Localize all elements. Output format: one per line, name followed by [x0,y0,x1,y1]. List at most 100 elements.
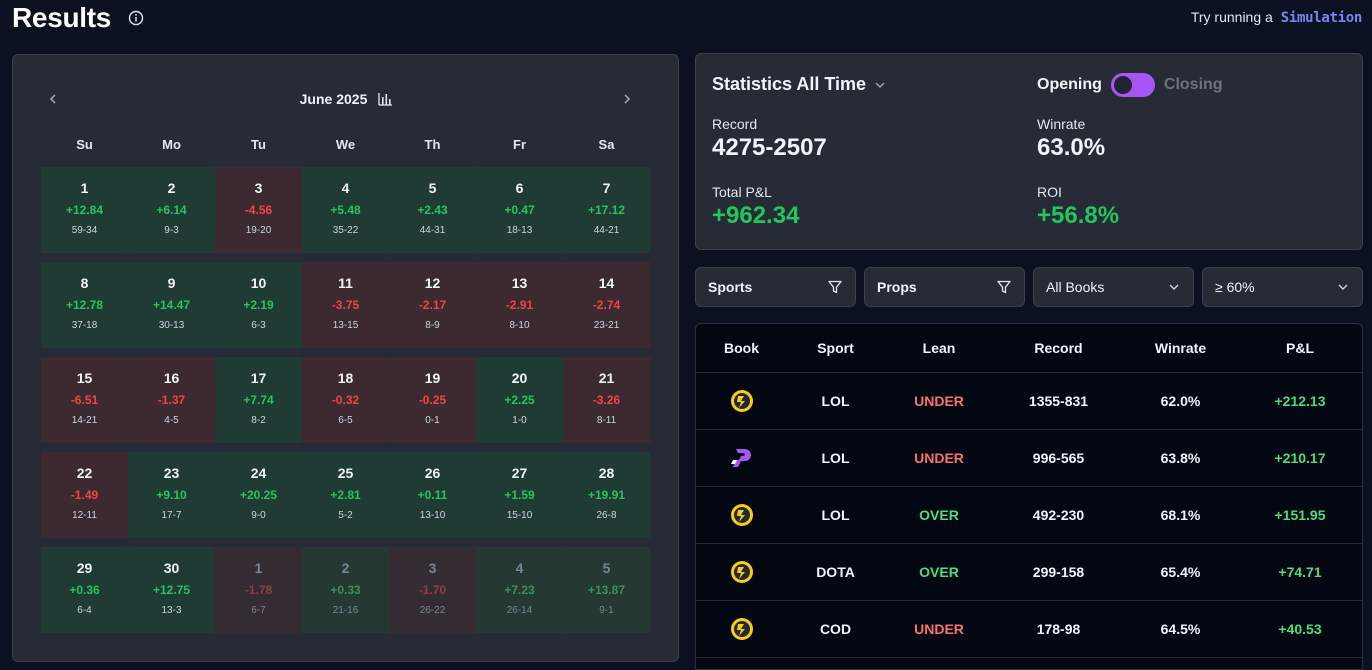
calendar-day-cell[interactable]: 5 +2.43 44-31 [389,167,476,253]
opening-closing-toggle[interactable] [1110,73,1155,97]
calendar-day-cell[interactable]: 29 +0.36 6-4 [41,547,128,633]
table-row[interactable]: DOTA OVER 299-158 65.4% +74.71 [696,544,1362,601]
winrate-threshold-value: ≥ 60% [1215,279,1255,295]
day-record: 21-16 [332,605,359,616]
calendar-day-cell[interactable]: 23 +9.10 17-7 [128,452,215,538]
day-record: 30-13 [158,320,185,331]
sport-cell: LOL [821,507,850,523]
table-row[interactable]: LOL UNDER 1355-831 62.0% +212.13 [696,373,1362,430]
chevron-right-icon[interactable] [617,89,637,109]
calendar-day-cell[interactable]: 20 +2.25 1-0 [476,357,563,443]
calendar-day-cell[interactable]: 7 +17.12 44-21 [563,167,650,253]
calendar-day-cell[interactable]: 17 +7.74 8-2 [215,357,302,443]
table-row[interactable]: COD UNDER 178-98 64.5% +40.53 [696,601,1362,658]
books-select[interactable]: All Books [1033,267,1194,307]
calendar-day-cell[interactable]: 5 +13.87 9-1 [563,547,650,633]
day-number: 22 [76,465,93,481]
calendar-day-cell[interactable]: 2 +6.14 9-3 [128,167,215,253]
column-header-record[interactable]: Record [1034,340,1083,356]
lean-cell: OVER [919,564,959,580]
total-pl-stat: Total P&L +962.34 [712,184,799,230]
calendar-day-cell[interactable]: 8 +12.78 37-18 [41,262,128,348]
day-profit-loss: +0.33 [330,583,361,597]
day-number: 16 [163,370,180,386]
total-pl-label: Total P&L [712,184,772,200]
calendar-day-cell[interactable]: 9 +14.47 30-13 [128,262,215,348]
calendar-day-cell[interactable]: 16 -1.37 4-5 [128,357,215,443]
day-number: 13 [511,275,528,291]
calendar-day-cell[interactable]: 19 -0.25 0-1 [389,357,476,443]
day-number: 24 [250,465,267,481]
props-filter-label: Props [877,279,917,295]
calendar-day-cell[interactable]: 28 +19.91 26-8 [563,452,650,538]
day-record: 13-3 [161,605,182,616]
calendar-day-cell[interactable]: 15 -6.51 14-21 [41,357,128,443]
calendar-day-cell[interactable]: 30 +12.75 13-3 [128,547,215,633]
day-record: 6-4 [77,605,92,616]
calendar-week-row: 1 +12.84 59-34 2 +6.14 9-3 3 -4.56 19-20 4 +5.48 35… [41,167,650,253]
day-profit-loss: -6.51 [70,393,99,407]
column-header-winrate[interactable]: Winrate [1154,340,1207,356]
book-cell [696,617,787,641]
column-header-book[interactable]: Book [724,340,759,356]
calendar-day-cell[interactable]: 2 +0.33 21-16 [302,547,389,633]
profit-loss-cell: +212.13 [1274,393,1326,409]
calendar-day-cell[interactable]: 3 -1.70 26-22 [389,547,476,633]
calendar-day-cell[interactable]: 26 +0.11 13-10 [389,452,476,538]
winrate-threshold-select[interactable]: ≥ 60% [1202,267,1363,307]
props-filter[interactable]: Props [864,267,1025,307]
day-profit-loss: -2.91 [505,298,534,312]
day-profit-loss: -3.75 [331,298,360,312]
day-number: 9 [167,275,176,291]
weekday-label: Sa [598,137,615,152]
day-record: 44-31 [419,225,446,236]
calendar-day-cell[interactable]: 27 +1.59 15-10 [476,452,563,538]
table-row[interactable]: LOL OVER 492-230 68.1% +151.95 [696,487,1362,544]
calendar-day-cell[interactable]: 18 -0.32 6-5 [302,357,389,443]
calendar-day-cell[interactable]: 25 +2.81 5-2 [302,452,389,538]
day-record: 8-11 [596,415,617,426]
sports-filter[interactable]: Sports [695,267,856,307]
calendar-day-cell[interactable]: 24 +20.25 9-0 [215,452,302,538]
day-record: 9-1 [599,605,614,616]
sport-cell: COD [819,621,852,637]
weekday-label: Tu [251,137,266,152]
column-header-lean[interactable]: Lean [922,340,956,356]
calendar-day-cell[interactable]: 1 -1.78 6-7 [215,547,302,633]
calendar-day-cell[interactable]: 3 -4.56 19-20 [215,167,302,253]
weekday-label: Mo [162,137,181,152]
day-number: 29 [76,560,93,576]
calendar-day-cell[interactable]: 4 +7.23 26-14 [476,547,563,633]
winrate-label: Winrate [1037,116,1086,132]
day-number: 15 [76,370,93,386]
winrate-cell: 62.0% [1160,393,1201,409]
day-profit-loss: -1.78 [244,583,273,597]
calendar-day-cell[interactable]: 14 -2.74 23-21 [563,262,650,348]
day-number: 23 [163,465,180,481]
calendar-day-cell[interactable]: 1 +12.84 59-34 [41,167,128,253]
calendar-day-cell[interactable]: 13 -2.91 8-10 [476,262,563,348]
day-number: 4 [341,180,350,196]
day-record: 26-22 [419,605,446,616]
info-icon[interactable] [128,10,144,26]
day-record: 17-7 [161,510,182,521]
day-record: 13-15 [332,320,359,331]
table-row[interactable]: LOL UNDER 996-565 63.8% +210.17 [696,430,1362,487]
calendar-day-cell[interactable]: 4 +5.48 35-22 [302,167,389,253]
calendar-day-cell[interactable]: 21 -3.26 8-11 [563,357,650,443]
simulation-link[interactable]: Simulation [1280,10,1363,26]
calendar-day-cell[interactable]: 11 -3.75 13-15 [302,262,389,348]
column-header-pl[interactable]: P&L [1286,340,1314,356]
statistics-period-dropdown[interactable]: Statistics All Time [712,74,886,95]
day-number: 12 [424,275,441,291]
chevron-left-icon[interactable] [43,89,63,109]
calendar-day-cell[interactable]: 10 +2.19 6-3 [215,262,302,348]
bar-chart-icon[interactable] [377,91,393,107]
calendar-day-cell[interactable]: 12 -2.17 8-9 [389,262,476,348]
day-record: 26-8 [596,510,617,521]
filter-icon [828,280,842,294]
calendar-day-cell[interactable]: 22 -1.49 12-11 [41,452,128,538]
day-number: 14 [598,275,615,291]
column-header-sport[interactable]: Sport [817,340,854,356]
calendar-day-cell[interactable]: 6 +0.47 18-13 [476,167,563,253]
